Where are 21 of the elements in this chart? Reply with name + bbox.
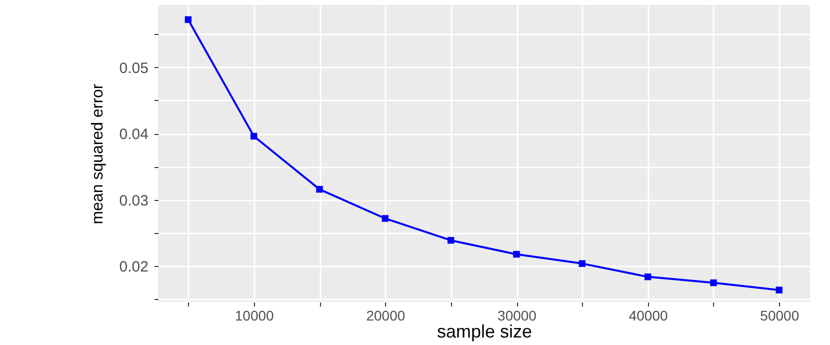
x-tick-label: 30000 bbox=[498, 308, 537, 324]
y-tick-label: 0.02 bbox=[119, 258, 148, 276]
y-tick-label: 0.04 bbox=[119, 126, 148, 144]
y-tick-label: 0.03 bbox=[119, 192, 148, 210]
point bbox=[710, 279, 717, 286]
x-tick-label: 50000 bbox=[760, 308, 800, 324]
x-tick-label: 40000 bbox=[628, 308, 668, 324]
point bbox=[447, 236, 454, 244]
point bbox=[776, 286, 782, 294]
point bbox=[184, 16, 192, 23]
point bbox=[250, 132, 258, 140]
point bbox=[513, 250, 520, 258]
x-tick-label: 10000 bbox=[234, 308, 274, 324]
y-axis-title: mean squared error bbox=[89, 83, 106, 224]
point bbox=[644, 273, 652, 280]
x-tick-label: 20000 bbox=[366, 308, 406, 324]
point bbox=[382, 215, 389, 222]
y-tick-label: 0.05 bbox=[119, 60, 148, 77]
point bbox=[316, 186, 323, 193]
point bbox=[578, 260, 586, 267]
x-axis-title: sample size bbox=[436, 322, 532, 342]
